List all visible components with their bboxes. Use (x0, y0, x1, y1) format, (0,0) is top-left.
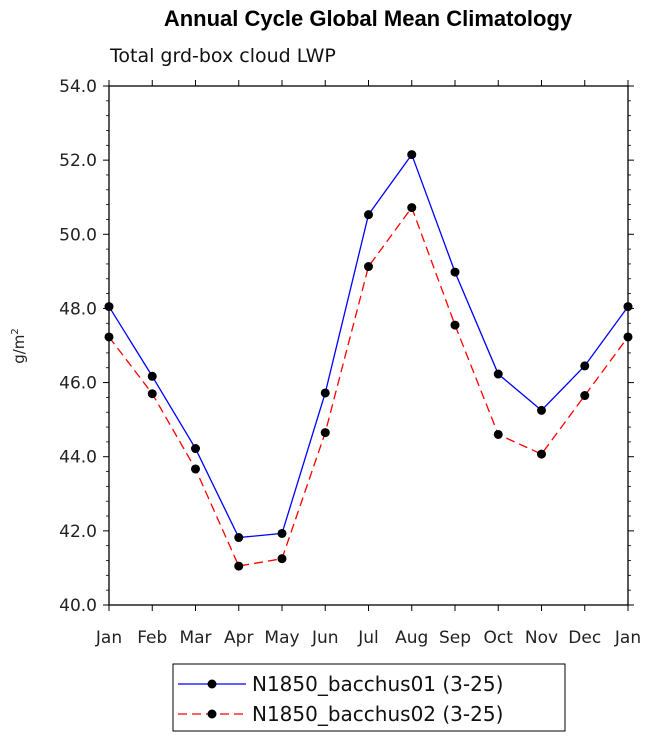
series-1-point (234, 533, 244, 543)
plot-frame (108, 85, 629, 606)
major-ticks (103, 80, 634, 611)
series-1-point (320, 388, 330, 398)
y-tick-label: 46.0 (59, 374, 97, 394)
legend: N1850_bacchus01 (3-25) N1850_bacchus02 (… (172, 663, 566, 732)
legend-box (172, 663, 566, 732)
series-1-point (450, 267, 460, 277)
series-2-point (537, 449, 546, 459)
y-tick-label: 54.0 (59, 77, 97, 97)
x-tick-label: Nov (525, 628, 558, 648)
x-tick-label: Jan (614, 628, 641, 648)
series-1-point (277, 528, 287, 538)
y-tick-label: 48.0 (59, 299, 97, 319)
series-line-2 (108, 206, 629, 567)
series-1-point (191, 444, 200, 454)
series-1-point (147, 371, 157, 381)
chart-title: Annual Cycle Global Mean Climatology (164, 6, 573, 31)
series-2-point (320, 428, 330, 438)
y-axis-label: g/m2 (10, 328, 28, 364)
series-2-point (407, 203, 417, 213)
legend-label-bacchus02: N1850_bacchus02 (3-25) (252, 702, 503, 726)
series-group (104, 150, 633, 571)
chart-subtitle: Total grd-box cloud LWP (109, 45, 336, 67)
x-tick-label: Jan (95, 628, 122, 648)
series-1-point (580, 361, 590, 371)
series-2-point (191, 464, 200, 474)
x-tick-label: Jun (311, 628, 339, 648)
series-2-point (277, 554, 287, 564)
y-tick-label: 52.0 (59, 151, 97, 171)
series-2-point (147, 389, 157, 399)
y-tick-label: 40.0 (59, 596, 97, 616)
y-tick-label: 50.0 (59, 225, 97, 245)
y-tick-labels: 40.0 42.0 44.0 46.0 48.0 50.0 52.0 54.0 (59, 77, 97, 616)
series-1-point (493, 369, 503, 379)
x-tick-label: Dec (568, 628, 601, 648)
x-tick-label: May (264, 628, 299, 648)
minor-ticks (106, 100, 631, 591)
x-tick-label: Jul (357, 628, 379, 648)
series-2-point (234, 561, 244, 571)
legend-item-bacchus02: N1850_bacchus02 (3-25) (178, 702, 503, 726)
series-1-point (537, 405, 546, 415)
legend-marker-bacchus02 (207, 709, 217, 719)
series-2-point (580, 391, 590, 401)
series-2-point (493, 429, 503, 439)
x-tick-label: Aug (395, 628, 428, 648)
series-1-point (407, 150, 417, 160)
y-tick-label: 44.0 (59, 448, 97, 468)
series-2-point (364, 262, 373, 272)
legend-marker-bacchus01 (207, 679, 217, 689)
series-1-point (364, 210, 373, 220)
x-tick-label: Mar (179, 628, 211, 648)
x-tick-labels: Jan Feb Mar Apr May Jun Jul Aug Sep Oct Nov Dec Jan (95, 628, 641, 648)
legend-label-bacchus01: N1850_bacchus01 (3-25) (252, 672, 503, 696)
x-tick-label: Feb (137, 628, 167, 648)
x-tick-label: Apr (224, 628, 253, 648)
x-tick-label: Oct (484, 628, 514, 648)
series-2-point (450, 320, 460, 330)
x-tick-label: Sep (439, 628, 471, 648)
y-tick-label: 42.0 (59, 522, 97, 542)
legend-item-bacchus01: N1850_bacchus01 (3-25) (178, 672, 503, 696)
